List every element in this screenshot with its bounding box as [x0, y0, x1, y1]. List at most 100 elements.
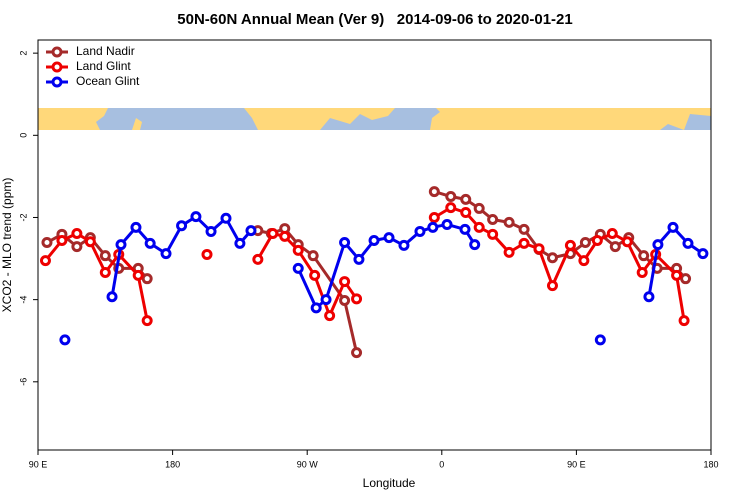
y-tick-label: -6 — [18, 378, 28, 386]
data-point — [682, 237, 694, 249]
data-point — [130, 221, 142, 233]
data-point — [428, 211, 440, 223]
data-point — [339, 276, 351, 288]
data-point — [144, 237, 156, 249]
data-point — [99, 267, 111, 279]
x-tick-label: 180 — [165, 459, 180, 469]
y-tick-label: 0 — [18, 133, 28, 138]
data-point — [234, 237, 246, 249]
data-point — [279, 230, 291, 242]
data-point — [368, 234, 380, 246]
data-point — [636, 267, 648, 279]
data-point — [141, 273, 153, 285]
data-point — [445, 191, 457, 203]
data-point — [220, 212, 232, 224]
data-point — [667, 221, 679, 233]
data-point — [292, 262, 304, 274]
data-point — [339, 294, 351, 306]
y-tick-label: -4 — [18, 296, 28, 304]
data-point — [427, 221, 439, 233]
data-point — [201, 248, 213, 260]
data-point — [320, 294, 332, 306]
data-point — [609, 241, 621, 253]
data-point — [141, 315, 153, 327]
data-point — [606, 227, 618, 239]
x-tick-label: 0 — [439, 459, 444, 469]
data-point — [591, 234, 603, 246]
data-point — [441, 218, 453, 230]
data-point — [428, 186, 440, 198]
data-point — [132, 269, 144, 281]
plot-frame — [37, 39, 712, 451]
x-tick-label: 180 — [703, 459, 718, 469]
data-point — [71, 227, 83, 239]
legend-label: Land Glint — [76, 59, 131, 73]
legend-label: Land Nadir — [76, 44, 135, 58]
data-point — [245, 225, 257, 237]
data-point — [292, 244, 304, 256]
data-point — [59, 334, 71, 346]
data-point — [469, 239, 481, 251]
data-point — [459, 223, 471, 235]
data-point — [383, 232, 395, 244]
x-tick-label: 90 E — [29, 459, 48, 469]
x-tick-label: 90 E — [567, 459, 586, 469]
legend-marker — [51, 76, 63, 88]
data-point — [324, 310, 336, 322]
data-point — [84, 236, 96, 248]
data-point — [503, 216, 515, 228]
data-point — [115, 239, 127, 251]
data-point — [460, 207, 472, 219]
data-point — [351, 293, 363, 305]
data-point — [190, 211, 202, 223]
legend-marker — [51, 61, 63, 73]
data-point — [533, 243, 545, 255]
data-point — [652, 239, 664, 251]
data-point — [671, 269, 683, 281]
data-point — [680, 273, 692, 285]
data-point — [546, 252, 558, 264]
data-point — [445, 202, 457, 214]
data-point — [39, 255, 51, 267]
data-point — [267, 227, 279, 239]
data-point — [473, 202, 485, 214]
series-line — [46, 190, 687, 353]
data-point — [339, 237, 351, 249]
data-point — [309, 269, 321, 281]
data-point — [99, 250, 111, 262]
data-point — [546, 280, 558, 292]
data-point — [414, 225, 426, 237]
y-axis-label: XCO2 - MLO trend (ppm) — [0, 178, 14, 313]
data-point — [621, 236, 633, 248]
data-point — [56, 234, 68, 246]
data-point — [252, 253, 264, 265]
data-point — [71, 241, 83, 253]
y-tick-label: 2 — [18, 51, 28, 56]
data-point — [460, 193, 472, 205]
data-point — [487, 214, 499, 226]
data-point — [310, 302, 322, 314]
x-tick-label: 90 W — [297, 459, 319, 469]
data-point — [697, 248, 709, 260]
data-point — [307, 250, 319, 262]
legend-marker — [51, 46, 63, 58]
data-point — [594, 334, 606, 346]
data-point — [106, 291, 118, 303]
data-point — [578, 255, 590, 267]
data-point — [205, 225, 217, 237]
x-axis-label: Longitude — [363, 476, 416, 490]
data-point — [351, 347, 363, 359]
data-point — [487, 228, 499, 240]
data-point — [518, 223, 530, 235]
data-point — [638, 250, 650, 262]
chart-title: 50N-60N Annual Mean (Ver 9) 2014-09-06 t… — [177, 11, 572, 28]
data-point — [398, 239, 410, 251]
data-point — [518, 237, 530, 249]
data-point — [678, 315, 690, 327]
legend-label: Ocean Glint — [76, 74, 140, 88]
data-point — [579, 237, 591, 249]
data-point — [353, 253, 365, 265]
data-point — [473, 221, 485, 233]
y-tick-label: -2 — [18, 213, 28, 221]
